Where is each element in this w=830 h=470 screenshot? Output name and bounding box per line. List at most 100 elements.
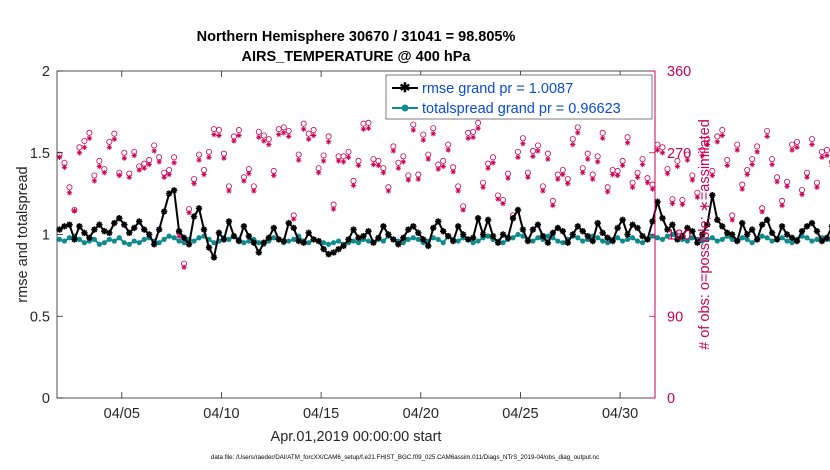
obs-assimilated-point: [480, 184, 486, 190]
totalspread-point: [330, 240, 337, 246]
totalspread-point: [435, 236, 441, 243]
rmse-point: [619, 216, 626, 223]
rmse-point: [310, 236, 317, 243]
obs-assimilated-point: [570, 141, 576, 148]
obs-assimilated-point: [594, 159, 601, 165]
obs-assimilated-point: [794, 144, 800, 150]
obs-possible-point: [430, 125, 437, 132]
y-axis-right: 0 90 180 270 360: [649, 64, 691, 407]
obs-assimilated-point: [211, 131, 217, 138]
rmse-point: [240, 223, 248, 230]
rmse-point: [684, 224, 691, 232]
obs-assimilated-point: [375, 162, 382, 169]
rmse-point: [141, 226, 148, 233]
x-tick-label: 04/15: [303, 406, 339, 422]
obs-assimilated-point: [520, 140, 526, 147]
obs-possible-point: [808, 136, 815, 143]
rmse-point: [235, 237, 243, 245]
rmse-point: [504, 234, 512, 241]
obs-assimilated-point: [649, 186, 656, 192]
totalspread-point: [131, 238, 137, 244]
rmse-point: [250, 239, 258, 246]
obs-possible-point: [235, 127, 242, 134]
rmse-point: [420, 236, 427, 243]
obs-possible-point: [574, 124, 581, 131]
totalspread-point: [809, 238, 815, 244]
obs-assimilated-point: [485, 165, 491, 171]
totalspread-point: [415, 236, 421, 243]
totalspread-point: [136, 240, 142, 246]
totalspread-point: [101, 240, 107, 246]
obs-assimilated-point: [191, 180, 197, 187]
obs-possible-point: [86, 129, 93, 136]
y-tick-label: 0: [42, 391, 50, 407]
totalspread-point: [171, 235, 177, 241]
totalspread-point: [560, 240, 566, 246]
obs-assimilated-point: [659, 150, 666, 156]
rmse-point: [519, 226, 527, 233]
obs-assimilated-point: [679, 201, 686, 208]
totalspread-point: [181, 240, 187, 246]
obs-assimilated-point: [256, 134, 262, 141]
obs-assimilated-point: [759, 209, 765, 215]
obs-assimilated-point: [530, 153, 536, 160]
obs-assimilated-point: [624, 140, 631, 146]
obs-assimilated-point: [565, 180, 571, 187]
rmse-point: [375, 234, 382, 241]
obs-possible-point: [285, 127, 292, 134]
totalspread-point: [166, 233, 172, 239]
obs-assimilated-point: [415, 176, 421, 182]
obs-assimilated-point: [405, 177, 412, 183]
obs-possible-point: [171, 154, 178, 161]
rmse-point: [56, 226, 63, 233]
obs-assimilated-point: [809, 141, 815, 148]
totalspread-point: [191, 238, 197, 244]
rmse-point: [430, 224, 437, 232]
totalspread-point: [535, 235, 541, 241]
legend-box: [385, 74, 653, 120]
obs-assimilated-point: [764, 133, 770, 140]
obs-possible-point: [310, 127, 317, 134]
obs-possible-point: [151, 142, 158, 149]
obs-assimilated-point: [684, 157, 691, 163]
rmse-point: [609, 237, 616, 245]
obs-possible-point: [410, 121, 417, 128]
obs-assimilated-point: [216, 132, 222, 139]
obs-assimilated-point: [111, 136, 118, 142]
x-axis: 04/05 04/10 04/15 04/20 04/25 04/30: [104, 71, 638, 422]
rmse-point: [131, 224, 138, 232]
rmse-point: [405, 226, 412, 233]
rmse-point: [569, 231, 576, 238]
totalspread-point: [161, 236, 167, 243]
rmse-point: [155, 226, 163, 233]
obs-assimilated-point: [490, 160, 496, 166]
obs-possible-point: [255, 128, 262, 135]
x-tick-label: 04/20: [403, 406, 439, 422]
obs-assimilated-point: [236, 132, 242, 139]
obs-possible-point: [300, 120, 307, 127]
obs-assimilated-point: [171, 160, 177, 166]
rmse-point: [763, 216, 771, 223]
rmse-point: [116, 214, 123, 222]
obs-assimilated-point: [86, 135, 93, 141]
rmse-point: [798, 228, 806, 235]
obs-assimilated-point: [116, 172, 122, 179]
rmse-point: [584, 232, 591, 240]
obs-possible-point: [365, 119, 372, 126]
x-tick-label: 04/25: [502, 406, 538, 422]
rmse-point: [230, 232, 238, 240]
rmse-point: [449, 237, 457, 245]
totalspread-point: [350, 238, 357, 244]
rmse-point: [454, 223, 462, 230]
rmse-point: [295, 237, 302, 245]
rmse-point: [729, 231, 736, 238]
obs-possible-point: [470, 128, 477, 135]
rmse-point: [664, 226, 671, 233]
obs-assimilated-point: [784, 183, 790, 190]
y2-tick-label: 180: [667, 228, 691, 244]
obs-possible-point: [445, 141, 452, 148]
obs-possible-point: [395, 159, 402, 166]
rmse-point: [136, 218, 143, 225]
totalspread-point: [61, 238, 68, 244]
rmse-point: [639, 232, 646, 240]
